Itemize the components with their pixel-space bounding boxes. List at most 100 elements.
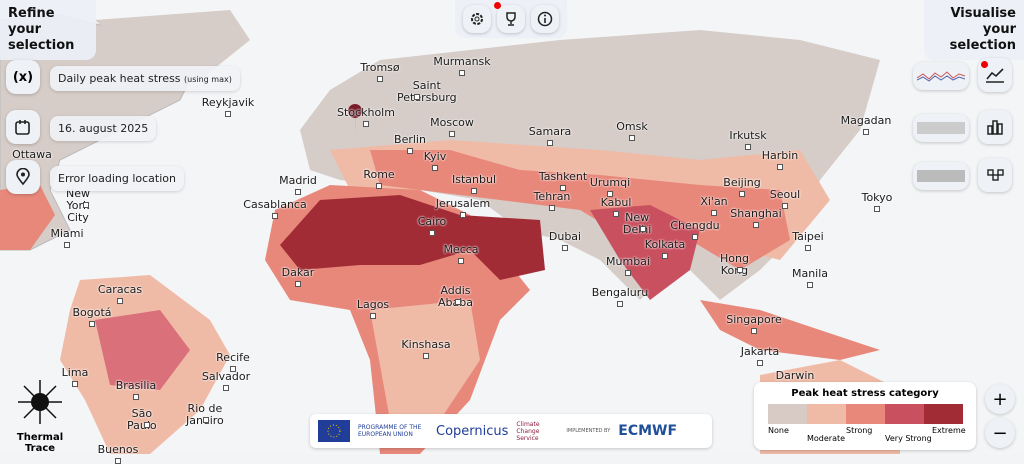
variable-button[interactable]: (x)	[6, 60, 40, 94]
legend-label: Very Strong	[885, 434, 932, 443]
city-label: Jakarta	[740, 345, 780, 358]
city-marker	[458, 258, 464, 264]
location-pill[interactable]: Error loading location	[50, 166, 184, 191]
city-label: Hong Kong	[720, 252, 749, 277]
city-label: Dakar	[281, 266, 315, 279]
city-label: Tashkent	[538, 170, 588, 183]
city-marker	[83, 202, 89, 208]
city-label: Manila	[791, 267, 829, 280]
city-label: Mecca	[443, 243, 479, 256]
grid-thumb[interactable]	[913, 162, 969, 190]
top-toolbar	[455, 0, 567, 38]
city-label: Singapore	[726, 313, 782, 326]
city-label: Omsk	[616, 120, 648, 133]
implemented-by: IMPLEMENTED BY	[566, 428, 611, 434]
city-marker	[363, 121, 369, 127]
city-label: Irkutsk	[729, 129, 767, 142]
bar-chart-button[interactable]	[978, 110, 1012, 144]
bar-thumb[interactable]	[913, 114, 969, 142]
location-button[interactable]	[6, 160, 40, 194]
city-label: Jerusalem	[435, 197, 491, 210]
legend-swatch	[924, 404, 963, 424]
city-label: Urumqi	[589, 176, 631, 189]
city-marker	[745, 144, 751, 150]
city-label: Salvador	[201, 370, 251, 383]
date-pill[interactable]: 16. august 2025	[50, 116, 157, 141]
city-label: Seoul	[769, 188, 801, 201]
city-label: Kyiv	[423, 150, 447, 163]
city-label: Caracas	[97, 283, 143, 296]
city-marker	[807, 282, 813, 288]
city-marker	[377, 76, 383, 82]
city-label: Taipei	[792, 230, 824, 243]
city-label: Magadan	[840, 114, 892, 127]
city-label: Kolkata	[644, 238, 686, 251]
city-marker	[64, 242, 70, 248]
visualise-title: Visualise your selection	[924, 0, 1024, 60]
legend-swatch	[768, 404, 807, 424]
city-label: Casablanca	[243, 198, 307, 211]
city-marker	[751, 328, 757, 334]
city-label: Mumbai	[606, 255, 650, 268]
zoom-out[interactable]: −	[985, 418, 1015, 448]
city-marker	[449, 131, 455, 137]
legend-swatch	[807, 404, 846, 424]
settings-button[interactable]	[463, 5, 491, 33]
city-marker	[629, 135, 635, 141]
c3s: Climate Change Service	[516, 420, 540, 442]
city-marker	[782, 203, 788, 209]
city-marker	[272, 213, 278, 219]
city-marker	[757, 360, 763, 366]
city-marker	[117, 298, 123, 304]
trophy-button[interactable]	[494, 2, 525, 33]
city-marker	[295, 189, 301, 195]
legend-swatch	[885, 404, 924, 424]
city-marker	[223, 385, 229, 391]
city-marker	[549, 205, 555, 211]
city-marker	[662, 253, 668, 259]
city-marker	[607, 191, 613, 197]
city-marker	[874, 206, 880, 212]
line-chart-button[interactable]	[978, 58, 1012, 92]
city-label: Shanghai	[730, 207, 782, 220]
city-marker	[613, 211, 619, 217]
city-label: Kinshasa	[401, 338, 451, 351]
city-label: São Paulo	[127, 407, 157, 432]
city-label: Ottawa	[12, 148, 52, 161]
variable-pill[interactable]: Daily peak heat stress (using max)	[50, 66, 240, 91]
city-label: Murmansk	[433, 55, 491, 68]
city-label: Lima	[61, 366, 89, 379]
city-marker	[617, 301, 623, 307]
city-label: Dubai	[548, 230, 582, 243]
city-label: Stockholm	[337, 106, 395, 119]
city-label: Brasilia	[115, 379, 157, 392]
timeseries-thumb[interactable]	[913, 62, 969, 90]
city-marker	[225, 111, 231, 117]
heatmap-button[interactable]	[978, 158, 1012, 192]
city-marker	[407, 148, 413, 154]
city-label: Tehran	[533, 190, 571, 203]
date-button[interactable]	[6, 110, 40, 144]
city-marker	[295, 281, 301, 287]
city-label: Tokyo	[861, 191, 893, 204]
city-label: Reykjavik	[201, 96, 255, 109]
zoom-in[interactable]: +	[985, 384, 1015, 414]
city-label: Berlin	[394, 133, 426, 146]
city-label: Darwin	[775, 369, 815, 382]
city-label: Buenos	[97, 443, 139, 456]
city-label: Chengdu	[670, 219, 720, 232]
city-marker	[370, 313, 376, 319]
city-label: Saint Petersburg	[397, 79, 457, 104]
city-label: Samara	[528, 125, 572, 138]
eu-flag	[318, 420, 350, 442]
footer-logos: PROGRAMME OF THE EUROPEAN UNION Copernic…	[310, 414, 712, 448]
city-marker	[863, 129, 869, 135]
city-marker	[805, 245, 811, 251]
city-marker	[72, 381, 78, 387]
legend-title: Peak heat stress category	[791, 388, 939, 399]
city-marker	[625, 270, 631, 276]
refine-title: Refine your selection	[0, 0, 96, 60]
city-label: Kabul	[600, 196, 632, 209]
city-marker	[640, 226, 646, 232]
info-button[interactable]	[531, 5, 559, 33]
